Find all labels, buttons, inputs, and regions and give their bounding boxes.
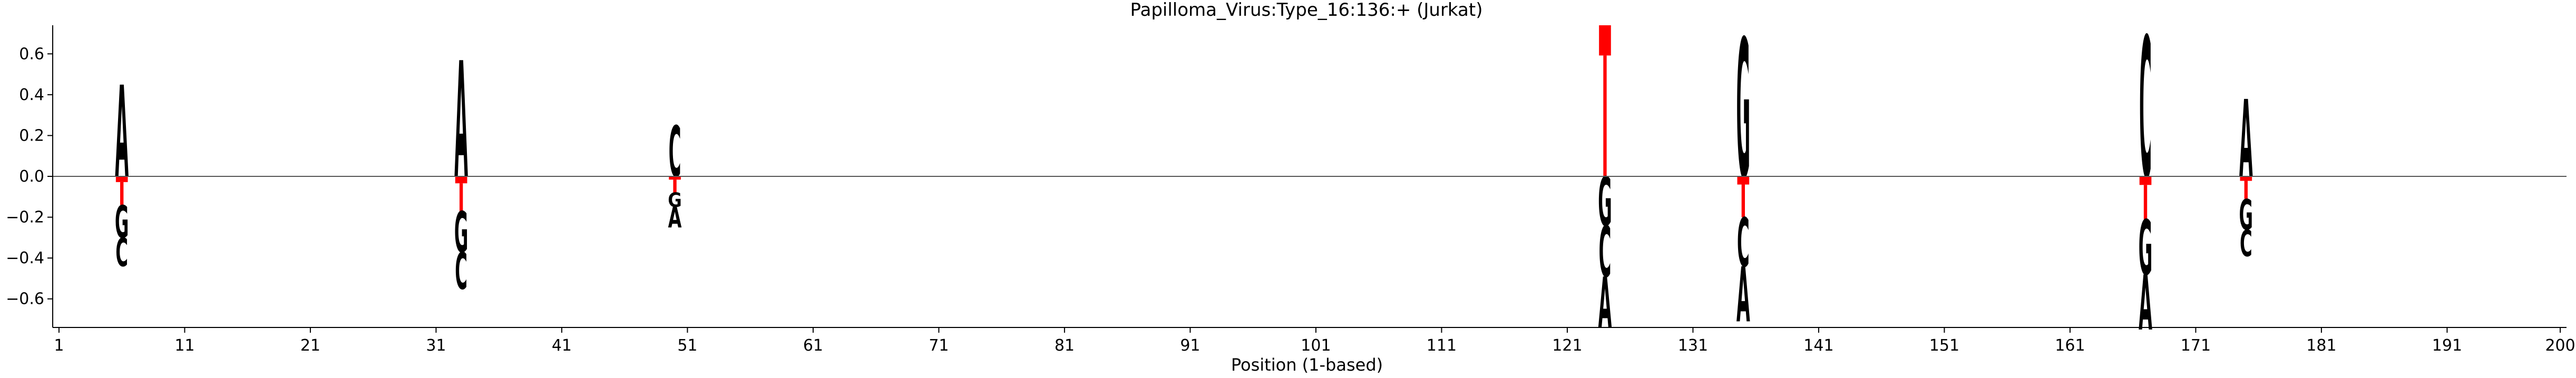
- letter-G-glyph: G: [2139, 204, 2153, 292]
- chart-title: Papilloma_Virus:Type_16:136:+ (Jurkat): [1130, 0, 1483, 21]
- letter-T-glyph-stem: [1603, 55, 1607, 177]
- letter-C-glyph: C: [2240, 222, 2252, 265]
- x-axis-label: Position (1-based): [1231, 355, 1383, 375]
- letter-C-glyph: C: [1599, 211, 1612, 293]
- letter-T-glyph-stem: [120, 182, 124, 205]
- x-tick-label: 200: [2545, 336, 2575, 355]
- letter-C-glyph: C: [2139, 0, 2152, 222]
- letter-A-glyph: A: [668, 202, 682, 234]
- x-tick-label: 41: [552, 336, 572, 355]
- x-tick-label: 1: [54, 336, 64, 355]
- letter-T-glyph-stem: [673, 180, 677, 193]
- x-tick-label: 161: [2055, 336, 2085, 355]
- x-tick-label: 131: [1678, 336, 1708, 355]
- letter-T-glyph-stem: [2143, 185, 2148, 220]
- x-tick-label: 61: [803, 336, 823, 355]
- x-tick-label: 151: [1929, 336, 1959, 355]
- x-tick-label: 51: [677, 336, 697, 355]
- letter-T-glyph-top: [455, 176, 467, 184]
- letter-T-glyph-top: [2139, 176, 2152, 185]
- x-tick-label: 11: [174, 336, 194, 355]
- y-tick-label: −0.6: [6, 290, 44, 309]
- letter-T-glyph-top: [115, 176, 128, 182]
- x-tick-label: 171: [2181, 336, 2211, 355]
- x-tick-label: 81: [1055, 336, 1075, 355]
- letter-T-glyph-top: [1599, 25, 1611, 56]
- x-tick-label: 31: [426, 336, 446, 355]
- letter-C-glyph: C: [115, 230, 128, 276]
- x-tick-label: 91: [1180, 336, 1200, 355]
- x-tick-label: 21: [300, 336, 320, 355]
- x-tick-label: 181: [2306, 336, 2336, 355]
- letter-C-glyph: C: [669, 111, 681, 193]
- letter-G-glyph: G: [668, 190, 682, 212]
- letter-C-glyph: C: [455, 242, 467, 301]
- letter-T-glyph-top: [1737, 176, 1750, 185]
- letter-A-glyph: A: [2139, 259, 2152, 347]
- y-tick-label: 0.4: [19, 86, 44, 104]
- letter-T-glyph-stem: [459, 183, 463, 211]
- y-tick-label: 0.2: [19, 126, 44, 145]
- letter-A-glyph: A: [1598, 263, 1612, 344]
- letter-T-glyph-stem: [1741, 184, 1745, 217]
- x-tick-label: 111: [1427, 336, 1457, 355]
- x-tick-label: 121: [1552, 336, 1582, 355]
- x-tick-label: 141: [1803, 336, 1833, 355]
- letter-G-glyph: G: [2239, 192, 2253, 240]
- letter-T-glyph-top: [2240, 176, 2252, 181]
- letter-C-glyph: C: [1737, 204, 1750, 282]
- x-tick-label: 101: [1301, 336, 1331, 355]
- x-tick-label: 71: [929, 336, 949, 355]
- y-tick-label: 0.6: [19, 45, 44, 63]
- letter-G-glyph: G: [115, 196, 129, 248]
- x-tick-label: 191: [2432, 336, 2462, 355]
- y-tick-label: 0.0: [19, 167, 44, 186]
- letter-T-glyph-top: [669, 176, 681, 180]
- axes: −0.6−0.4−0.20.00.20.40.61 11 21 31 41 51 61 71 8…: [6, 25, 2575, 355]
- letter-G-glyph: G: [454, 200, 469, 265]
- letter-A-glyph: A: [1736, 251, 1750, 340]
- y-tick-label: −0.4: [6, 249, 44, 267]
- y-tick-label: −0.2: [6, 208, 44, 227]
- letter-T-glyph-stem: [2244, 181, 2248, 199]
